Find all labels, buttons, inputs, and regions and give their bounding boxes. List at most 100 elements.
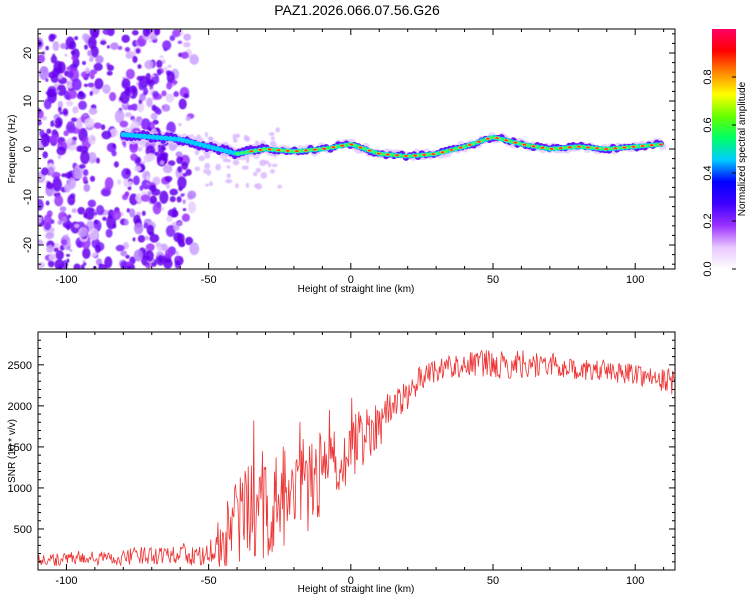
scatter-blob: [166, 82, 173, 90]
scatter-blob: [146, 224, 155, 235]
colorbar-tick-label: 0.2: [702, 213, 714, 228]
ridge-core: [613, 147, 618, 150]
scatter-blob: [152, 90, 159, 98]
scatter-blob: [157, 70, 162, 76]
scatter-blob: [137, 146, 143, 152]
scatter-blob: [178, 98, 187, 110]
scatter-blob: [180, 193, 185, 197]
scatter-blob: [164, 175, 173, 182]
ridge-edge: [158, 135, 165, 141]
scatter-blob: [154, 151, 160, 157]
ridge-core: [340, 144, 345, 147]
scatter-blob: [136, 101, 145, 113]
scatter-blob: [232, 159, 240, 166]
ridge-core: [313, 148, 317, 151]
scatter-blob: [175, 250, 179, 256]
scatter-blob: [129, 208, 136, 218]
scatter-blob: [64, 53, 68, 57]
scatter-blob: [87, 82, 95, 88]
colorbar-tick-label: 0.6: [702, 117, 714, 132]
ridge-core: [467, 143, 472, 146]
scatter-blob: [254, 183, 258, 188]
ridge-mid: [653, 143, 658, 147]
scatter-blob: [143, 91, 147, 96]
scatter-blob: [182, 208, 187, 212]
scatter-blob: [241, 165, 249, 170]
scatter-blob: [120, 260, 128, 269]
scatter-blob: [40, 146, 44, 151]
ridge-mid: [607, 146, 613, 151]
spec-y-tick-label: 0: [22, 146, 34, 152]
scatter-blob: [91, 252, 98, 258]
scatter-blob: [89, 29, 100, 38]
scatter-blob: [66, 66, 73, 71]
scatter-blob: [71, 78, 82, 91]
scatter-blob: [66, 100, 74, 107]
scatter-blob: [126, 87, 130, 91]
scatter-blob: [79, 164, 86, 169]
spec-y-tick-label: -20: [22, 237, 34, 253]
scatter-blob: [65, 171, 73, 179]
scatter-blob: [88, 107, 98, 115]
scatter-blob: [161, 207, 165, 211]
scatter-blob: [165, 93, 175, 103]
scatter-blob: [109, 128, 119, 138]
ridge-core: [658, 143, 663, 146]
scatter-blob: [161, 104, 171, 112]
scatter-blob: [96, 157, 101, 164]
ridge-edge: [120, 132, 127, 138]
scatter-blob: [59, 206, 67, 212]
ridge-mid: [571, 145, 576, 149]
scatter-blob: [67, 194, 76, 206]
scatter-blob: [245, 182, 250, 189]
ridge-mid: [589, 145, 595, 150]
scatter-blob: [165, 183, 171, 189]
scatter-blob: [48, 162, 53, 166]
scatter-blob: [120, 250, 128, 257]
scatter-blob: [82, 176, 88, 182]
ridge-core: [440, 151, 445, 154]
scatter-blob: [74, 36, 79, 41]
scatter-blob: [47, 260, 55, 268]
scatter-blob: [96, 204, 105, 216]
scatter-blob: [142, 29, 150, 37]
ridge-core: [358, 146, 363, 149]
ridge-mid: [280, 148, 285, 153]
ridge-core: [577, 145, 581, 148]
scatter-blob: [185, 236, 194, 246]
scatter-blob: [176, 156, 183, 164]
spec-x-tick-label: -100: [55, 274, 77, 286]
scatter-blob: [177, 233, 185, 243]
scatter-blob: [89, 73, 95, 80]
scatter-blob: [159, 55, 164, 59]
ridge-edge: [222, 148, 229, 154]
ridge-mid: [453, 147, 458, 151]
scatter-blob: [133, 214, 141, 225]
spec-x-tick-label: -50: [201, 274, 217, 286]
ridge-core: [413, 154, 417, 157]
scatter-blob: [253, 171, 258, 177]
scatter-blob: [149, 184, 157, 192]
scatter-blob: [84, 117, 95, 128]
scatter-blob: [57, 220, 63, 225]
scatter-blob: [104, 177, 114, 190]
scatter-blob: [75, 120, 83, 130]
scatter-blob: [111, 209, 122, 221]
scatter-blob: [109, 91, 117, 102]
scatter-blob: [72, 106, 79, 114]
scatter-blob: [125, 261, 133, 267]
scatter-blob: [132, 175, 140, 186]
scatter-blob: [82, 247, 91, 259]
ridge-core: [631, 145, 636, 148]
scatter-blob: [171, 80, 178, 85]
ridge-mid: [344, 143, 349, 147]
ridge-mid: [553, 146, 558, 151]
scatter-blob: [132, 55, 138, 64]
scatter-blob: [179, 157, 183, 161]
scatter-blob: [46, 182, 55, 190]
snr-x-tick-label: 0: [348, 575, 354, 587]
ridge-core: [276, 149, 281, 152]
ridge-mid: [371, 150, 376, 154]
scatter-blob: [137, 64, 142, 69]
ridge-core: [331, 146, 335, 149]
